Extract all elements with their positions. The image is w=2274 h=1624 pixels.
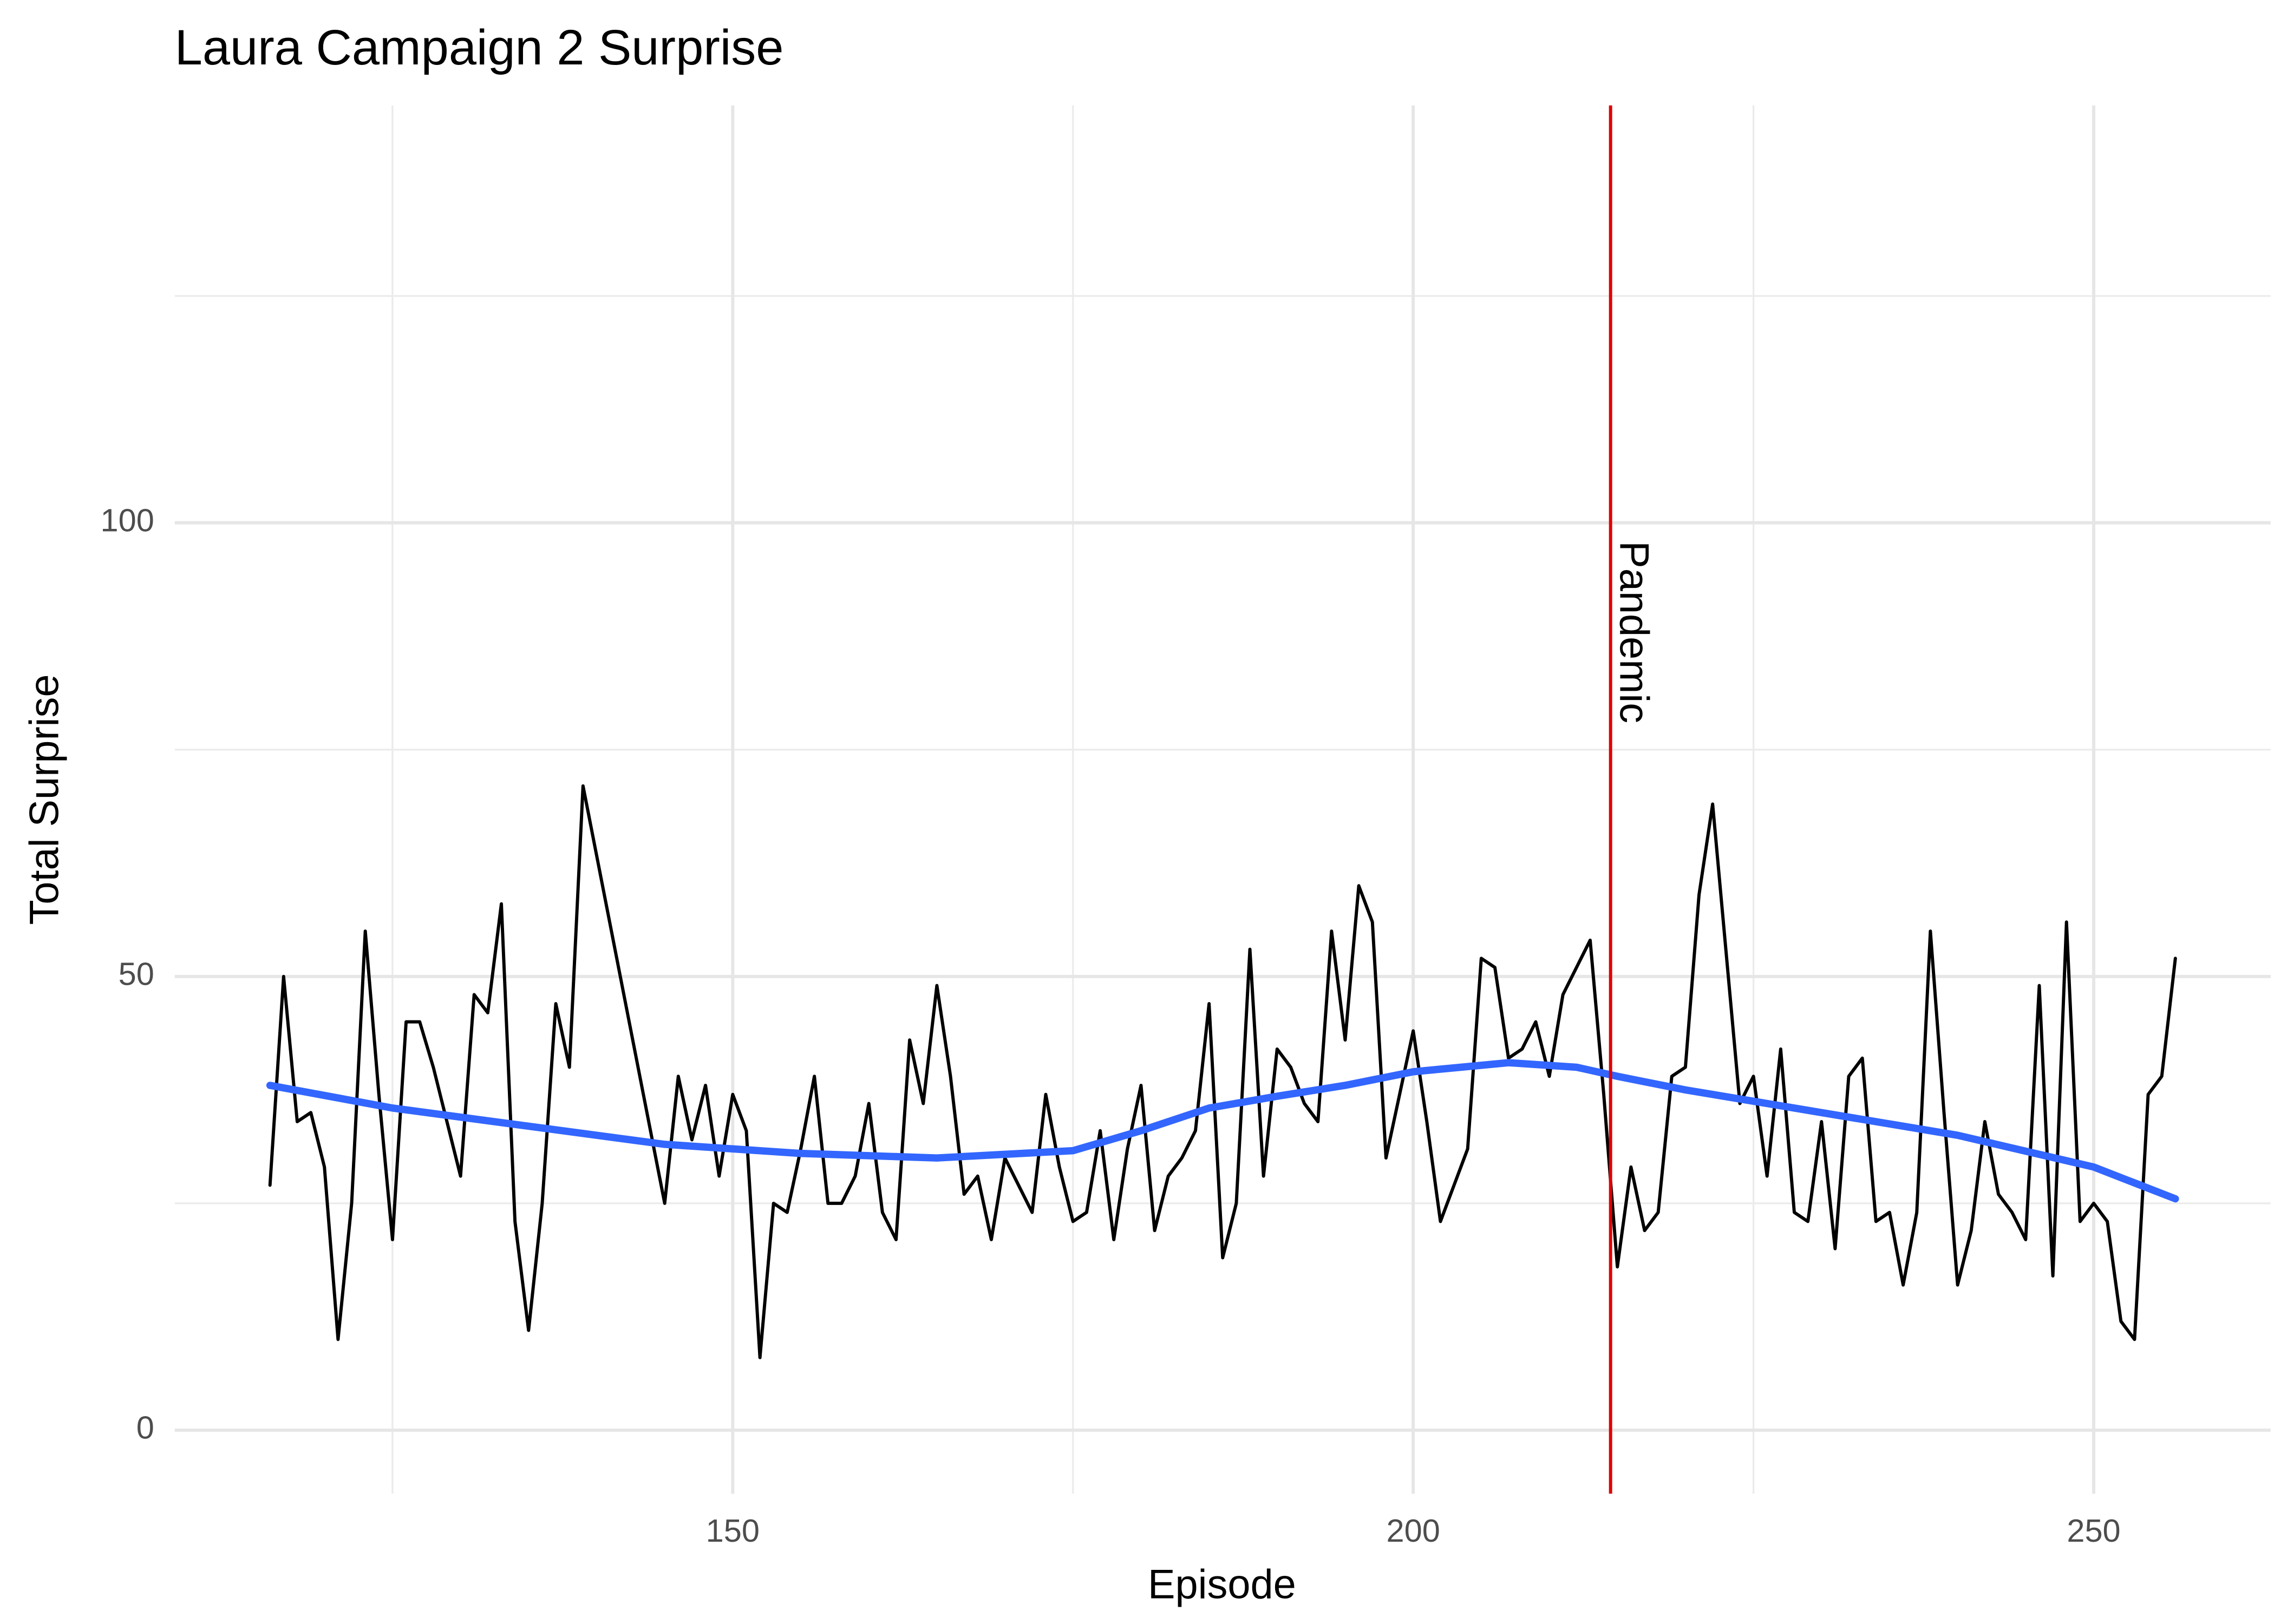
x-tick-label: 250 <box>2067 1512 2120 1549</box>
y-tick-label: 50 <box>119 956 154 992</box>
marks <box>266 105 2179 1494</box>
x-tick-label: 150 <box>706 1512 760 1549</box>
x-tick-label: 200 <box>1387 1512 1440 1549</box>
grid <box>174 105 2271 1494</box>
y-tick-label: 0 <box>136 1410 154 1446</box>
y-axis-label: Total Surprise <box>21 674 67 925</box>
y-tick-label: 100 <box>101 502 154 539</box>
line <box>268 784 2177 1359</box>
line <box>266 1059 2179 1203</box>
x-axis-label: Episode <box>1148 1561 1296 1607</box>
annotation: Pandemic <box>1611 541 1657 723</box>
chart-title: Laura Campaign 2 Surprise <box>175 20 784 75</box>
